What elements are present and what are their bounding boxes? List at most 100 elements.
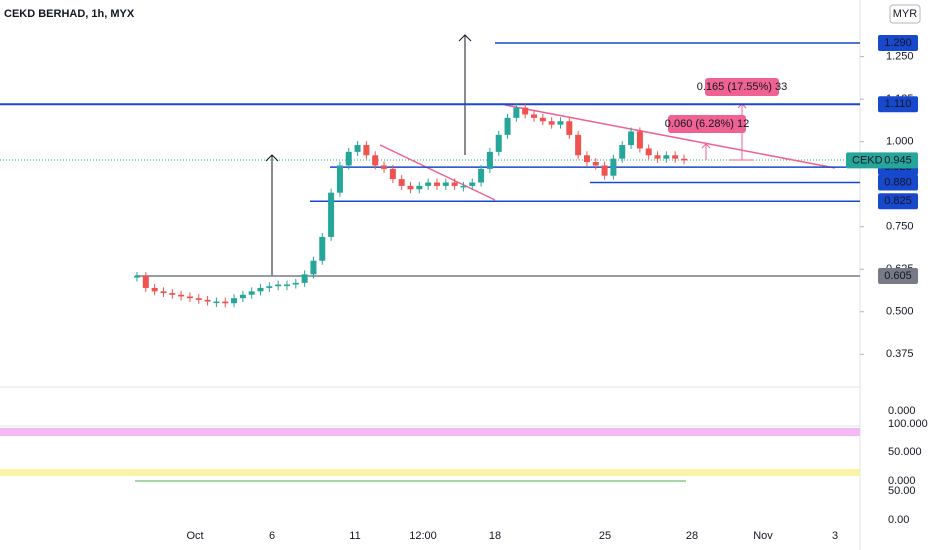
candle [433, 182, 440, 186]
currency-button[interactable] [889, 4, 921, 24]
indicator-tick-label: 50.00 [888, 485, 916, 497]
candle [557, 121, 564, 125]
candle [628, 131, 635, 146]
candle [222, 301, 229, 304]
candle [416, 185, 423, 190]
overbought-band [0, 428, 860, 436]
candle [548, 121, 555, 125]
indicator-tick-label: 0.000 [888, 405, 916, 417]
candle [407, 185, 414, 190]
candle [354, 145, 361, 152]
measure-label: 0.165 (17.55%) 33 [697, 81, 788, 93]
price-tick-label: 0.750 [886, 221, 914, 233]
candle [151, 287, 158, 292]
candle [186, 296, 193, 299]
candle [160, 291, 167, 294]
candle [539, 117, 546, 122]
indicator-tick-label: 0.00 [888, 514, 909, 526]
price-tick-label: 0.375 [886, 348, 914, 360]
measure-box [705, 78, 779, 96]
candle [513, 107, 520, 118]
price-label-box [878, 174, 918, 191]
time-tick-label: 11 [349, 530, 360, 542]
candle [663, 155, 670, 159]
candle [583, 155, 590, 163]
arrow [458, 34, 472, 155]
time-tick-label: 25 [599, 530, 611, 542]
candle [372, 155, 379, 166]
symbol-tag-value: 0.945 [884, 154, 912, 166]
currency[interactable]: MYR [893, 8, 918, 20]
measure-arrow [701, 143, 711, 160]
candle [134, 276, 140, 278]
candle [486, 151, 493, 169]
candle [239, 294, 246, 299]
candle [495, 134, 502, 152]
candle [363, 145, 370, 156]
candle [266, 286, 273, 288]
candle [381, 165, 388, 169]
time-tick-label: Nov [753, 530, 773, 542]
candle [522, 107, 529, 115]
candle [619, 145, 626, 159]
measure-box [668, 115, 746, 133]
time-tick-label: Oct [186, 530, 203, 542]
indicator-tick-label: 0.000 [888, 475, 916, 487]
candle [248, 291, 255, 295]
time-tick-label: 3 [832, 530, 838, 542]
candle [425, 182, 432, 186]
price-tick-label: 1.000 [886, 136, 914, 148]
candle [636, 131, 643, 149]
candle [345, 151, 352, 166]
candle [531, 114, 538, 118]
arrow [265, 154, 279, 276]
candle [275, 284, 282, 287]
candle [566, 121, 573, 135]
symbol-title: CEKD BERHAD, 1h, MYX [4, 8, 135, 20]
candle [451, 182, 458, 186]
candle [504, 117, 511, 135]
candle [328, 192, 335, 237]
time-tick-label: 6 [269, 530, 275, 542]
candle [257, 287, 264, 292]
candle [672, 155, 679, 159]
oversold-band [0, 469, 860, 476]
candle [478, 168, 485, 183]
price-label-box [878, 35, 918, 52]
candle [610, 158, 617, 176]
measure-label: 0.060 (6.28%) 12 [665, 118, 749, 130]
symbol-tag-name: CEKD [852, 154, 883, 166]
indicator-tick-label: 100.000 [888, 418, 928, 430]
price-label-box [878, 96, 918, 113]
candle [301, 274, 308, 283]
candle [592, 162, 599, 166]
candle [204, 299, 211, 302]
price-tick-label: 0.500 [886, 306, 914, 318]
candle [575, 134, 582, 156]
candle [460, 185, 467, 188]
candle [231, 298, 238, 304]
candle [645, 148, 652, 156]
candle [654, 155, 661, 159]
candle [601, 165, 608, 176]
time-tick-label: 18 [489, 530, 501, 542]
candle [469, 182, 476, 186]
price-label: 0.880 [884, 176, 912, 188]
price-label-box [878, 268, 918, 285]
candle [310, 260, 317, 275]
candle [292, 282, 299, 285]
candle [319, 236, 326, 261]
price-label: 0.825 [884, 195, 912, 207]
candle [169, 293, 176, 295]
candle [389, 168, 396, 180]
indicator-tick-label: 50.000 [888, 446, 922, 458]
price-label: 1.290 [884, 37, 912, 49]
candle [398, 179, 405, 186]
candle [195, 298, 202, 300]
time-tick-label: 28 [686, 530, 698, 542]
candle [178, 294, 185, 297]
candle [336, 165, 343, 193]
time-tick-label: 12:00 [409, 530, 437, 542]
